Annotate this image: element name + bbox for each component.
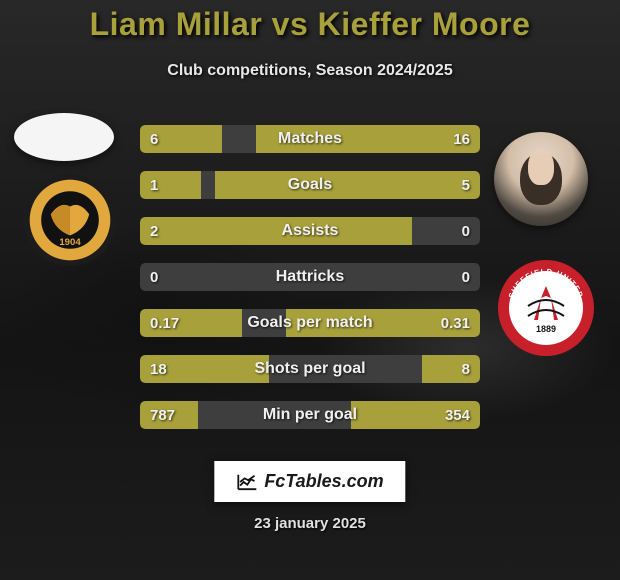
stat-right-value: 0 [452, 217, 480, 245]
stat-label: Hattricks [140, 263, 480, 291]
stats-bar-group: 6Matches161Goals52Assists00Hattricks00.1… [140, 125, 480, 447]
stat-row: 787Min per goal354 [140, 401, 480, 429]
stat-right-value: 5 [452, 171, 480, 199]
stat-row: 18Shots per goal8 [140, 355, 480, 383]
stat-label: Assists [140, 217, 480, 245]
stat-label: Goals [140, 171, 480, 199]
player-left-avatar [14, 113, 114, 161]
stat-row: 6Matches16 [140, 125, 480, 153]
player-right-avatar [494, 132, 588, 226]
stat-label: Min per goal [140, 401, 480, 429]
player-left-club-badge: 1904 [22, 172, 118, 268]
stat-label: Matches [140, 125, 480, 153]
badge-right-year: 1889 [536, 324, 556, 334]
stat-right-value: 0 [452, 263, 480, 291]
stat-row: 2Assists0 [140, 217, 480, 245]
stat-label: Goals per match [140, 309, 480, 337]
stat-label: Shots per goal [140, 355, 480, 383]
page-title: Liam Millar vs Kieffer Moore [0, 6, 620, 43]
brand-box: FcTables.com [214, 461, 405, 502]
player-right-club-badge: 1889 SHEFFIELD UNITED [496, 258, 596, 358]
stat-row: 0.17Goals per match0.31 [140, 309, 480, 337]
badge-left-year: 1904 [59, 237, 81, 248]
stat-row: 1Goals5 [140, 171, 480, 199]
footer-date: 23 january 2025 [0, 515, 620, 532]
stat-right-value: 354 [435, 401, 480, 429]
stat-right-value: 8 [452, 355, 480, 383]
stat-right-value: 16 [443, 125, 480, 153]
brand-chart-icon [236, 473, 258, 491]
page-subtitle: Club competitions, Season 2024/2025 [0, 62, 620, 80]
brand-text: FcTables.com [264, 471, 383, 492]
stat-row: 0Hattricks0 [140, 263, 480, 291]
stat-right-value: 0.31 [431, 309, 480, 337]
